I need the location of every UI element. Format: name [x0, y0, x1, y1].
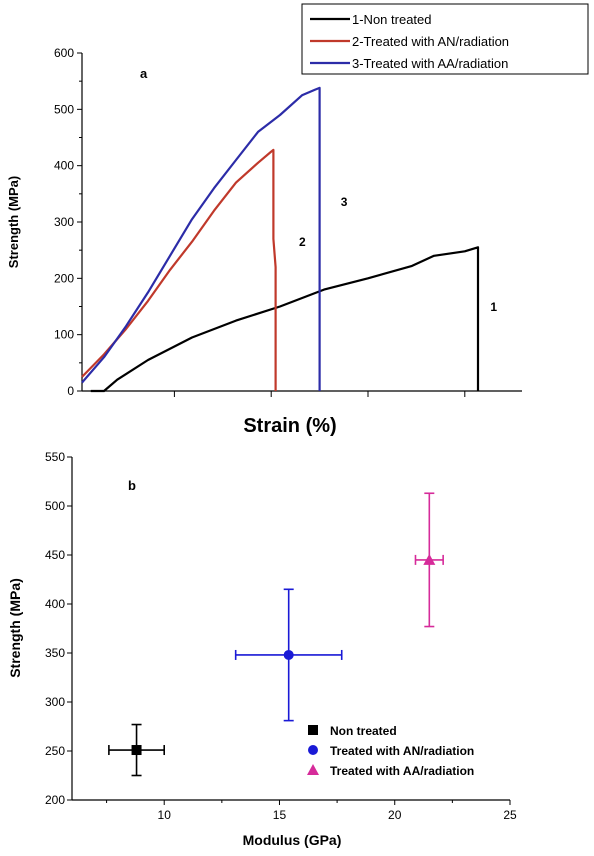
panel-a-stress-strain-chart: 0 100 200 300 400 500 600 1 2 3 a Strain (%) Strengt…	[6, 3, 589, 437]
x-axis-title: Modulus (GPa)	[243, 832, 342, 848]
data-point-1	[131, 745, 142, 756]
panel-label-b: b	[128, 478, 136, 493]
y-tick-label: 600	[54, 46, 74, 60]
y-tick-label: 400	[54, 159, 74, 173]
x-tick-label: 25	[503, 808, 517, 822]
y-tick-label: 500	[45, 499, 65, 513]
y-tick-label: 200	[45, 793, 65, 807]
curve-label-2: 2	[299, 235, 306, 249]
legend-label-2: Treated with AN/radiation	[330, 744, 474, 758]
y-tick-label: 500	[54, 102, 74, 116]
series-line-2	[81, 148, 277, 391]
y-axis-title: Strength (MPa)	[7, 578, 23, 678]
panel-label-a: a	[140, 66, 148, 81]
x-axis-title: Strain (%)	[243, 415, 336, 437]
y-tick-label: 100	[54, 328, 74, 342]
legend-label-3: Treated with AA/radiation	[330, 764, 474, 778]
x-tick-label: 15	[273, 808, 287, 822]
series-line-1	[90, 246, 480, 393]
data-point-3	[423, 553, 436, 565]
y-axis-title: Strength (MPa)	[6, 176, 21, 268]
x-tick-label: 20	[388, 808, 402, 822]
legend-marker-1	[308, 725, 318, 735]
y-tick-label: 300	[54, 215, 74, 229]
legend-label-2: 2-Treated with AN/radiation	[352, 34, 509, 49]
y-tick-label: 200	[54, 271, 74, 285]
panel-b-strength-modulus-chart: 200 250 300 350 400 450 500 550 10 15 20 25 b Modulus…	[7, 450, 517, 848]
y-tick-label: 350	[45, 646, 65, 660]
y-tick-label: 0	[67, 384, 74, 398]
curve-label-1: 1	[490, 300, 497, 314]
data-point-2	[283, 649, 294, 660]
y-tick-label: 550	[45, 450, 65, 464]
legend-marker-3	[307, 764, 319, 775]
legend-label-1: Non treated	[330, 724, 397, 738]
x-tick-label: 10	[158, 808, 172, 822]
legend-label-3: 3-Treated with AA/radiation	[352, 56, 508, 71]
series-line-3	[81, 86, 321, 391]
y-tick-label: 300	[45, 695, 65, 709]
y-tick-label: 450	[45, 548, 65, 562]
legend-marker-2	[308, 745, 318, 755]
curve-label-3: 3	[341, 195, 348, 209]
y-tick-label: 400	[45, 597, 65, 611]
legend-label-1: 1-Non treated	[352, 12, 432, 27]
y-tick-label: 250	[45, 744, 65, 758]
